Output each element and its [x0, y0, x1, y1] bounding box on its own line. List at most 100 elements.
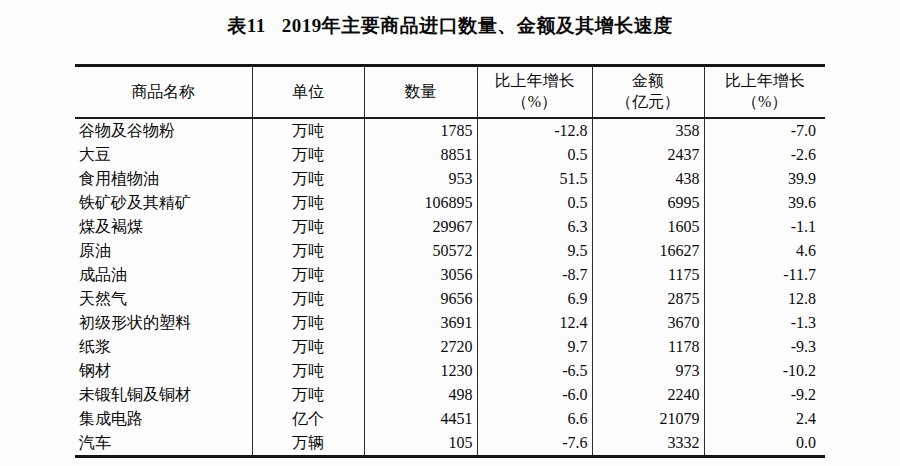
col-header-amount: 金额 （亿元）: [592, 66, 704, 119]
col-header-label: 商品名称: [75, 82, 252, 103]
amount-growth-cell: 2.4: [704, 407, 825, 431]
col-header-label: 数量: [365, 82, 477, 103]
amount-growth-cell: -7.0: [704, 118, 825, 143]
quantity-cell: 498: [364, 383, 477, 407]
unit-cell: 万吨: [252, 263, 364, 287]
table-row: 未锻轧铜及铜材万吨498-6.02240-9.2: [75, 383, 825, 407]
header-row: 商品名称 单位 数量 比上年增长 （%） 金额 （亿元） 比上年增长 （%）: [75, 66, 825, 119]
commodity-name-cell: 钢材: [75, 359, 252, 383]
amount-cell: 1605: [592, 215, 704, 239]
commodity-name-cell: 汽车: [75, 431, 252, 457]
quantity-cell: 8851: [364, 143, 477, 167]
quantity-growth-cell: -8.7: [477, 263, 592, 287]
table-row: 钢材万吨1230-6.5973-10.2: [75, 359, 825, 383]
col-header-label: 单位: [253, 82, 364, 103]
unit-cell: 万吨: [252, 215, 364, 239]
amount-cell: 1175: [592, 263, 704, 287]
quantity-growth-cell: 9.5: [477, 239, 592, 263]
unit-cell: 万吨: [252, 383, 364, 407]
amount-growth-cell: -1.3: [704, 311, 825, 335]
commodity-name-cell: 谷物及谷物粉: [75, 118, 252, 143]
quantity-growth-cell: 6.6: [477, 407, 592, 431]
unit-cell: 万吨: [252, 335, 364, 359]
amount-cell: 973: [592, 359, 704, 383]
amount-growth-cell: -9.2: [704, 383, 825, 407]
commodity-name-cell: 食用植物油: [75, 167, 252, 191]
table-number-label: 表11: [227, 15, 265, 36]
quantity-cell: 1785: [364, 118, 477, 143]
amount-growth-cell: -1.1: [704, 215, 825, 239]
unit-cell: 亿个: [252, 407, 364, 431]
col-header-label: 金额: [593, 71, 704, 92]
unit-cell: 万吨: [252, 287, 364, 311]
amount-growth-cell: 39.9: [704, 167, 825, 191]
amount-cell: 358: [592, 118, 704, 143]
amount-growth-cell: -10.2: [704, 359, 825, 383]
col-header-label: 比上年增长: [478, 71, 592, 92]
quantity-cell: 4451: [364, 407, 477, 431]
commodity-name-cell: 纸浆: [75, 335, 252, 359]
commodity-name-cell: 初级形状的塑料: [75, 311, 252, 335]
amount-cell: 21079: [592, 407, 704, 431]
col-header-unit: 单位: [252, 66, 364, 119]
col-header-quantity-growth: 比上年增长 （%）: [477, 66, 592, 119]
unit-cell: 万吨: [252, 311, 364, 335]
quantity-cell: 105: [364, 431, 477, 457]
amount-growth-cell: -9.3: [704, 335, 825, 359]
quantity-growth-cell: 9.7: [477, 335, 592, 359]
col-header-sublabel: （%）: [478, 92, 592, 113]
table-row: 集成电路亿个44516.6210792.4: [75, 407, 825, 431]
amount-cell: 2875: [592, 287, 704, 311]
amount-growth-cell: 12.8: [704, 287, 825, 311]
unit-cell: 万吨: [252, 359, 364, 383]
commodity-name-cell: 铁矿砂及其精矿: [75, 191, 252, 215]
commodity-name-cell: 未锻轧铜及铜材: [75, 383, 252, 407]
amount-growth-cell: -2.6: [704, 143, 825, 167]
table-header: 商品名称 单位 数量 比上年增长 （%） 金额 （亿元） 比上年增长 （%）: [75, 66, 825, 119]
quantity-cell: 9656: [364, 287, 477, 311]
amount-cell: 3332: [592, 431, 704, 457]
quantity-cell: 50572: [364, 239, 477, 263]
commodity-name-cell: 天然气: [75, 287, 252, 311]
table-row: 原油万吨505729.5166274.6: [75, 239, 825, 263]
amount-cell: 3670: [592, 311, 704, 335]
quantity-cell: 3056: [364, 263, 477, 287]
quantity-growth-cell: 12.4: [477, 311, 592, 335]
amount-growth-cell: 39.6: [704, 191, 825, 215]
table-row: 汽车万辆105-7.633320.0: [75, 431, 825, 457]
col-header-amount-growth: 比上年增长 （%）: [704, 66, 825, 119]
quantity-growth-cell: -6.0: [477, 383, 592, 407]
quantity-growth-cell: 51.5: [477, 167, 592, 191]
col-header-commodity: 商品名称: [75, 66, 252, 119]
amount-cell: 6995: [592, 191, 704, 215]
quantity-growth-cell: 0.5: [477, 143, 592, 167]
quantity-growth-cell: 6.3: [477, 215, 592, 239]
table-row: 成品油万吨3056-8.71175-11.7: [75, 263, 825, 287]
quantity-growth-cell: 6.9: [477, 287, 592, 311]
commodity-name-cell: 原油: [75, 239, 252, 263]
unit-cell: 万吨: [252, 239, 364, 263]
amount-cell: 2437: [592, 143, 704, 167]
table-row: 铁矿砂及其精矿万吨1068950.5699539.6: [75, 191, 825, 215]
quantity-cell: 953: [364, 167, 477, 191]
table-row: 煤及褐煤万吨299676.31605-1.1: [75, 215, 825, 239]
col-header-label: 比上年增长: [705, 71, 826, 92]
unit-cell: 万吨: [252, 143, 364, 167]
quantity-cell: 2720: [364, 335, 477, 359]
quantity-cell: 29967: [364, 215, 477, 239]
col-header-sublabel: （%）: [705, 92, 826, 113]
unit-cell: 万吨: [252, 191, 364, 215]
amount-growth-cell: 0.0: [704, 431, 825, 457]
commodity-name-cell: 煤及褐煤: [75, 215, 252, 239]
table-row: 天然气万吨96566.9287512.8: [75, 287, 825, 311]
commodity-name-cell: 成品油: [75, 263, 252, 287]
quantity-growth-cell: -12.8: [477, 118, 592, 143]
import-commodities-table: 商品名称 单位 数量 比上年增长 （%） 金额 （亿元） 比上年增长 （%）: [75, 64, 825, 458]
quantity-growth-cell: 0.5: [477, 191, 592, 215]
page-title: 表112019年主要商品进口数量、金额及其增长速度: [0, 13, 900, 39]
table-row: 初级形状的塑料万吨369112.43670-1.3: [75, 311, 825, 335]
table-row: 纸浆万吨27209.71178-9.3: [75, 335, 825, 359]
unit-cell: 万吨: [252, 118, 364, 143]
amount-cell: 16627: [592, 239, 704, 263]
table-body: 谷物及谷物粉万吨1785-12.8358-7.0大豆万吨88510.52437-…: [75, 118, 825, 457]
